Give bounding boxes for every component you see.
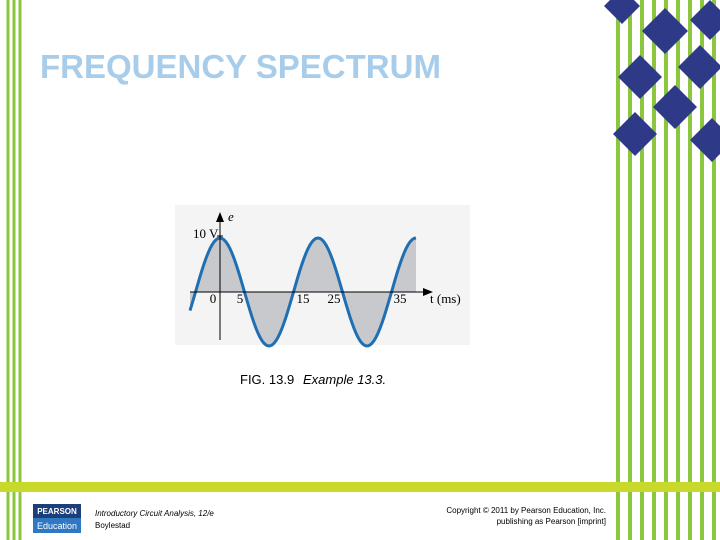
logo-text: PEARSON — [37, 507, 77, 516]
wave — [188, 236, 417, 348]
x-label: 15 — [297, 291, 310, 306]
left-stripes — [6, 0, 22, 540]
book-author: Boylestad — [95, 521, 130, 530]
footer-band — [0, 482, 720, 492]
copyright: publishing as Pearson [imprint] — [497, 517, 606, 526]
axis-label: e — [228, 209, 234, 224]
axis-label: 10 V — [193, 226, 219, 241]
axis-label: t (ms) — [430, 291, 461, 306]
book-title: Introductory Circuit Analysis, 12/e — [95, 509, 214, 518]
x-label: 25 — [328, 291, 341, 306]
copyright: Copyright © 2011 by Pearson Education, I… — [446, 506, 606, 515]
pearson-logo: PEARSON Education — [33, 504, 81, 533]
logo-text: Education — [37, 521, 77, 531]
x-label: 5 — [237, 291, 244, 306]
caption-text: Example 13.3. — [303, 372, 386, 387]
caption-number: FIG. 13.9 — [240, 372, 294, 387]
slide-title: FREQUENCY SPECTRUM — [40, 48, 441, 85]
diamonds — [604, 0, 720, 162]
arrow — [216, 212, 224, 222]
arrow — [423, 288, 433, 296]
figure: e 10 V t (ms) 0 5 15 25 35 — [175, 205, 470, 348]
x-label: 35 — [394, 291, 407, 306]
x-label: 0 — [210, 291, 217, 306]
